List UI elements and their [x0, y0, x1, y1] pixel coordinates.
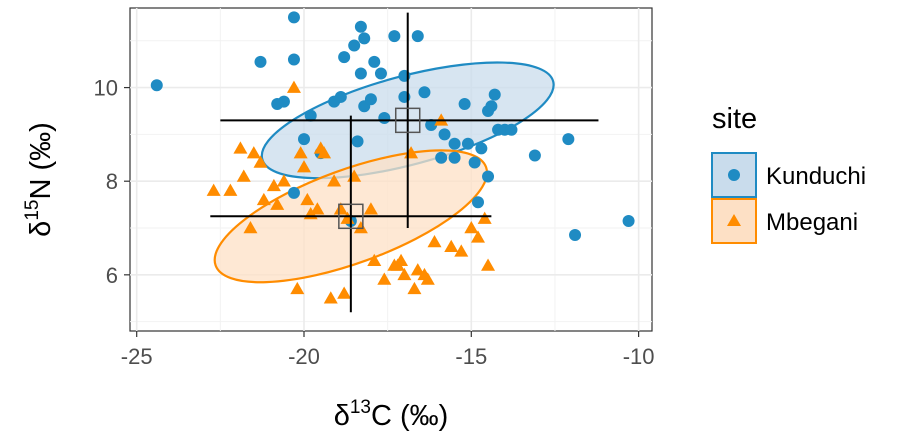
legend-symbol-mbegani	[727, 214, 741, 226]
point-mbegani	[410, 263, 425, 276]
point-kunduchi	[569, 229, 582, 242]
point-kunduchi	[418, 86, 431, 99]
legend-title: site	[712, 103, 757, 135]
point-kunduchi	[287, 11, 300, 24]
point-kunduchi	[378, 112, 391, 125]
point-kunduchi	[338, 51, 351, 64]
point-kunduchi	[354, 67, 367, 80]
point-kunduchi	[438, 128, 451, 141]
point-kunduchi	[488, 88, 501, 101]
point-mbegani	[236, 169, 251, 182]
point-mbegani	[233, 141, 248, 154]
point-mbegani	[293, 146, 308, 159]
point-kunduchi	[485, 100, 498, 113]
mean-marker-kunduchi	[394, 107, 421, 134]
point-mbegani	[394, 253, 409, 267]
point-kunduchi	[475, 142, 488, 155]
point-mbegani	[454, 244, 469, 257]
point-kunduchi	[562, 133, 575, 146]
point-mbegani	[266, 178, 281, 192]
x-tick-label: -15	[455, 344, 487, 369]
point-mbegani	[407, 281, 422, 295]
point-kunduchi	[287, 186, 300, 199]
x-tick-label: -25	[121, 344, 153, 369]
point-mbegani	[323, 291, 338, 304]
point-mbegani	[310, 202, 325, 215]
point-mbegani	[481, 258, 496, 271]
point-mbegani	[377, 272, 392, 285]
point-kunduchi	[458, 97, 471, 110]
data-points	[150, 11, 635, 304]
point-mbegani	[464, 221, 479, 234]
point-kunduchi	[287, 53, 300, 66]
point-mbegani	[363, 202, 378, 215]
point-mbegani	[337, 286, 352, 299]
point-kunduchi	[468, 156, 481, 169]
point-kunduchi	[354, 20, 367, 33]
point-mbegani	[367, 253, 382, 267]
point-kunduchi	[388, 30, 401, 43]
point-mbegani	[427, 235, 442, 248]
point-kunduchi	[435, 151, 448, 164]
point-mbegani	[253, 155, 268, 168]
point-mbegani	[246, 146, 261, 159]
mean-marker-mbegani	[338, 203, 364, 230]
point-mbegani	[420, 272, 435, 285]
legend-symbol-kunduchi	[728, 169, 740, 181]
point-mbegani	[243, 221, 258, 234]
point-mbegani	[297, 160, 311, 173]
point-kunduchi	[348, 39, 361, 52]
point-kunduchi	[448, 151, 461, 164]
point-mbegani	[256, 192, 271, 206]
point-kunduchi	[482, 170, 495, 183]
point-mbegani	[477, 211, 492, 224]
point-kunduchi	[334, 90, 347, 103]
point-kunduchi	[472, 196, 484, 209]
y-tick-label: 6	[106, 263, 118, 288]
x-tick-label: -20	[288, 344, 320, 369]
y-tick-label: 8	[106, 169, 118, 194]
point-kunduchi	[374, 67, 387, 80]
y-tick-label: 10	[94, 76, 118, 101]
point-kunduchi	[368, 55, 381, 68]
point-kunduchi	[448, 137, 461, 150]
point-mbegani	[290, 281, 305, 295]
point-mbegani	[397, 267, 412, 281]
point-kunduchi	[298, 133, 310, 146]
point-kunduchi	[358, 32, 371, 45]
point-mbegani	[270, 197, 285, 210]
point-kunduchi	[505, 123, 518, 136]
point-kunduchi	[411, 30, 424, 43]
point-mbegani	[353, 221, 368, 234]
point-kunduchi	[425, 119, 438, 132]
point-mbegani	[206, 183, 221, 196]
y-axis-title: δ15N (‰)	[22, 122, 57, 237]
point-kunduchi	[254, 55, 267, 68]
point-mbegani	[444, 239, 459, 252]
error-bars	[210, 12, 599, 313]
point-kunduchi	[622, 214, 635, 227]
point-mbegani	[333, 202, 348, 215]
point-mbegani	[327, 174, 342, 187]
point-kunduchi	[461, 137, 474, 150]
point-kunduchi	[304, 109, 317, 122]
point-mbegani	[286, 80, 301, 93]
point-mbegani	[276, 174, 291, 187]
point-kunduchi	[364, 93, 377, 106]
legend: site Kunduchi Mbegani	[711, 103, 866, 244]
point-kunduchi	[271, 97, 284, 110]
point-mbegani	[471, 230, 485, 243]
point-kunduchi	[528, 149, 541, 162]
x-tick-label: -10	[623, 344, 655, 369]
point-mbegani	[317, 146, 332, 159]
legend-label-mbegani: Mbegani	[766, 209, 858, 236]
x-axis-title: δ13C (‰)	[334, 397, 449, 432]
legend-label-kunduchi: Kunduchi	[766, 163, 866, 190]
point-kunduchi	[150, 79, 163, 92]
point-mbegani	[223, 183, 238, 196]
point-mbegani	[300, 192, 315, 206]
point-kunduchi	[351, 135, 364, 148]
